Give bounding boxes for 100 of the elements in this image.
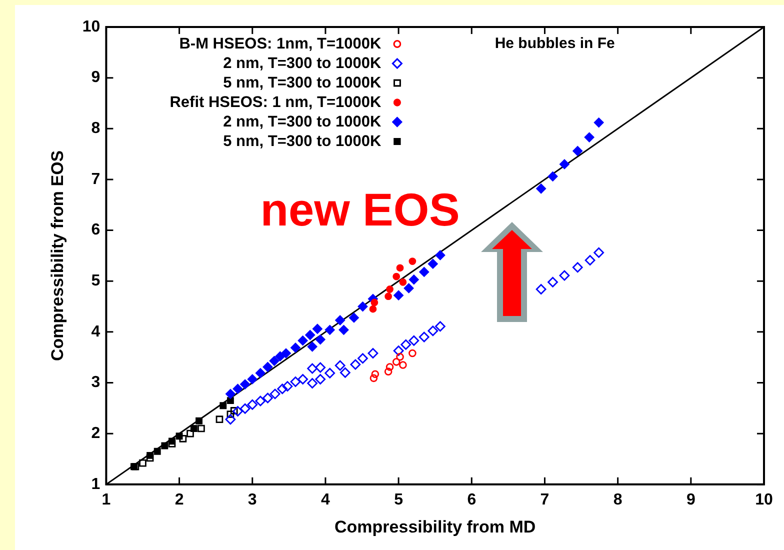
point <box>262 392 273 404</box>
point <box>335 315 346 326</box>
point <box>255 396 266 406</box>
point <box>139 459 146 467</box>
point <box>399 278 407 286</box>
y-tick-label: 5 <box>91 272 100 290</box>
point <box>428 258 438 269</box>
point <box>408 349 416 358</box>
point <box>247 399 258 410</box>
point <box>298 336 308 346</box>
point <box>370 298 378 306</box>
point <box>275 351 286 362</box>
point <box>220 402 227 410</box>
point <box>435 321 446 332</box>
point <box>386 363 394 371</box>
point <box>559 159 570 170</box>
y-tick-label: 4 <box>91 323 100 340</box>
x-tick-label: 5 <box>394 491 404 508</box>
point <box>594 247 604 258</box>
point <box>262 362 273 372</box>
point <box>572 262 583 273</box>
point <box>435 250 446 260</box>
point <box>277 384 288 394</box>
point <box>282 381 293 392</box>
y-tick-label: 7 <box>91 170 100 188</box>
point <box>232 384 243 394</box>
y-tick-label: 8 <box>91 120 100 138</box>
point <box>168 440 176 448</box>
point <box>548 276 558 288</box>
y-axis-title: Compressibility from EOS <box>48 150 67 362</box>
point <box>408 335 420 346</box>
point <box>334 360 346 371</box>
point <box>428 326 438 336</box>
point <box>358 302 368 312</box>
point <box>386 286 394 293</box>
point <box>536 284 546 294</box>
y-tick-label: 9 <box>91 69 100 86</box>
point <box>290 342 300 353</box>
x-tick-label: 8 <box>613 491 622 508</box>
point <box>226 397 234 404</box>
point <box>225 388 236 399</box>
point <box>394 290 404 300</box>
point <box>396 352 404 361</box>
point <box>408 274 419 285</box>
point <box>315 334 326 345</box>
point <box>369 305 377 313</box>
point <box>225 414 236 425</box>
x-tick-label: 10 <box>755 491 773 508</box>
point <box>307 378 318 388</box>
point <box>324 324 335 335</box>
point <box>348 312 359 323</box>
point <box>392 358 400 366</box>
legend-label: Refit HSEOS: 1 nm, T=1000K <box>170 94 382 111</box>
point <box>290 376 301 387</box>
point <box>396 264 404 272</box>
point <box>307 342 318 352</box>
annotation: new EOS <box>260 183 460 236</box>
point <box>399 361 407 369</box>
point <box>358 353 368 364</box>
point <box>536 184 546 194</box>
y-tick-label: 2 <box>91 424 100 442</box>
point <box>247 374 258 384</box>
point <box>269 356 280 366</box>
x-axis-title: Compressibility from MD <box>334 517 536 536</box>
x-tick-label: 9 <box>686 491 696 508</box>
point <box>340 367 350 378</box>
point <box>419 266 430 277</box>
point <box>240 379 250 390</box>
point <box>548 171 558 182</box>
annotation: He bubbles in Fe <box>494 35 615 52</box>
point <box>196 417 202 424</box>
legend-label: 5 nm, T=300 to 1000K <box>223 74 382 92</box>
point <box>418 332 430 342</box>
point <box>161 442 168 450</box>
x-tick-label: 3 <box>248 491 257 508</box>
point <box>324 368 336 378</box>
point <box>154 448 161 455</box>
point <box>338 324 349 335</box>
point <box>315 362 326 373</box>
point <box>298 374 308 384</box>
point <box>198 424 205 432</box>
point <box>408 258 416 265</box>
y-tick-label: 10 <box>82 18 100 36</box>
y-tick-label: 1 <box>91 476 100 493</box>
legend-label: 2 nm, T=300 to 1000K <box>223 54 382 72</box>
point <box>400 339 412 350</box>
point <box>280 348 291 358</box>
point <box>384 368 392 376</box>
x-tick-label: 4 <box>321 491 330 508</box>
point <box>393 346 404 356</box>
legend-label: 5 nm, T=300 to 1000K <box>223 132 382 150</box>
point <box>404 283 414 294</box>
point <box>146 454 154 462</box>
point <box>315 374 326 384</box>
point <box>305 330 316 340</box>
point <box>179 434 187 442</box>
point <box>312 324 322 334</box>
legend-label: B-M HSEOS: 1nm, T=1000K <box>179 35 382 52</box>
point <box>232 406 243 416</box>
point <box>572 146 583 156</box>
